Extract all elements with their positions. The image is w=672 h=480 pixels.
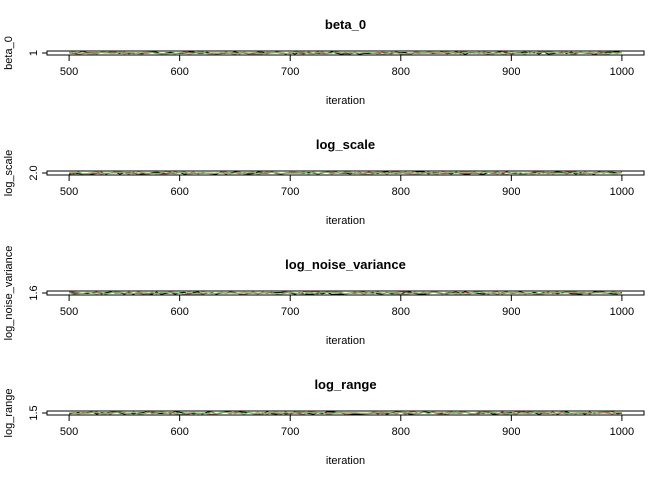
trace-panel-3: log_range 500 600 700 800 900 1000 1.5 iteration… (3, 377, 645, 467)
trace-line-2 (69, 51, 622, 55)
trace-line-2 (69, 411, 622, 415)
panel-title: log_noise_variance (285, 257, 406, 272)
x-tick-label: 600 (170, 426, 188, 438)
x-tick-label: 500 (60, 66, 78, 78)
y-axis-label: log_range (3, 389, 15, 438)
panel-title: beta_0 (325, 17, 366, 32)
y-tick-label: 1.5 (28, 405, 40, 420)
x-tick-label: 1000 (610, 186, 634, 198)
panel-title: log_range (314, 377, 376, 392)
x-tick-label: 500 (60, 426, 78, 438)
panel-title: log_scale (316, 137, 375, 152)
x-tick-label: 500 (60, 306, 78, 318)
trace-panel-1: log_scale 500 600 700 800 900 1000 2.0 iteration… (3, 137, 645, 227)
x-tick-label: 600 (170, 306, 188, 318)
y-tick-label: 1 (28, 50, 40, 56)
x-axis-label: iteration (326, 215, 365, 227)
x-axis-label: iteration (326, 95, 365, 107)
y-axis-label: beta_0 (3, 36, 15, 70)
x-tick-label: 1000 (610, 306, 634, 318)
x-tick-label: 800 (392, 66, 410, 78)
x-tick-label: 800 (392, 306, 410, 318)
x-tick-label: 500 (60, 186, 78, 198)
x-tick-label: 900 (502, 306, 520, 318)
y-axis-label: log_scale (3, 150, 15, 196)
x-tick-label: 700 (281, 306, 299, 318)
x-tick-label: 900 (502, 426, 520, 438)
x-tick-label: 1000 (610, 66, 634, 78)
x-tick-label: 600 (170, 66, 188, 78)
trace-line-2 (68, 291, 622, 295)
x-tick-label: 1000 (610, 426, 634, 438)
x-tick-label: 600 (170, 186, 188, 198)
x-tick-label: 700 (281, 426, 299, 438)
y-tick-label: 1.6 (28, 285, 40, 300)
x-tick-label: 900 (502, 186, 520, 198)
x-axis-label: iteration (326, 455, 365, 467)
trace-panel-2: log_noise_variance 500 600 700 800 900 1000 1.6… (3, 246, 645, 347)
y-tick-label: 2.0 (28, 165, 40, 180)
trace-line-2 (69, 171, 622, 175)
x-axis-label: iteration (326, 335, 365, 347)
x-tick-label: 700 (281, 66, 299, 78)
y-axis-label: log_noise_variance (3, 246, 15, 341)
x-tick-label: 800 (392, 426, 410, 438)
x-tick-label: 800 (392, 186, 410, 198)
trace-panel-0: beta_0 500 600 700 800 900 1000 1 iteration beta_… (3, 17, 645, 107)
x-tick-label: 700 (281, 186, 299, 198)
x-tick-label: 900 (502, 66, 520, 78)
